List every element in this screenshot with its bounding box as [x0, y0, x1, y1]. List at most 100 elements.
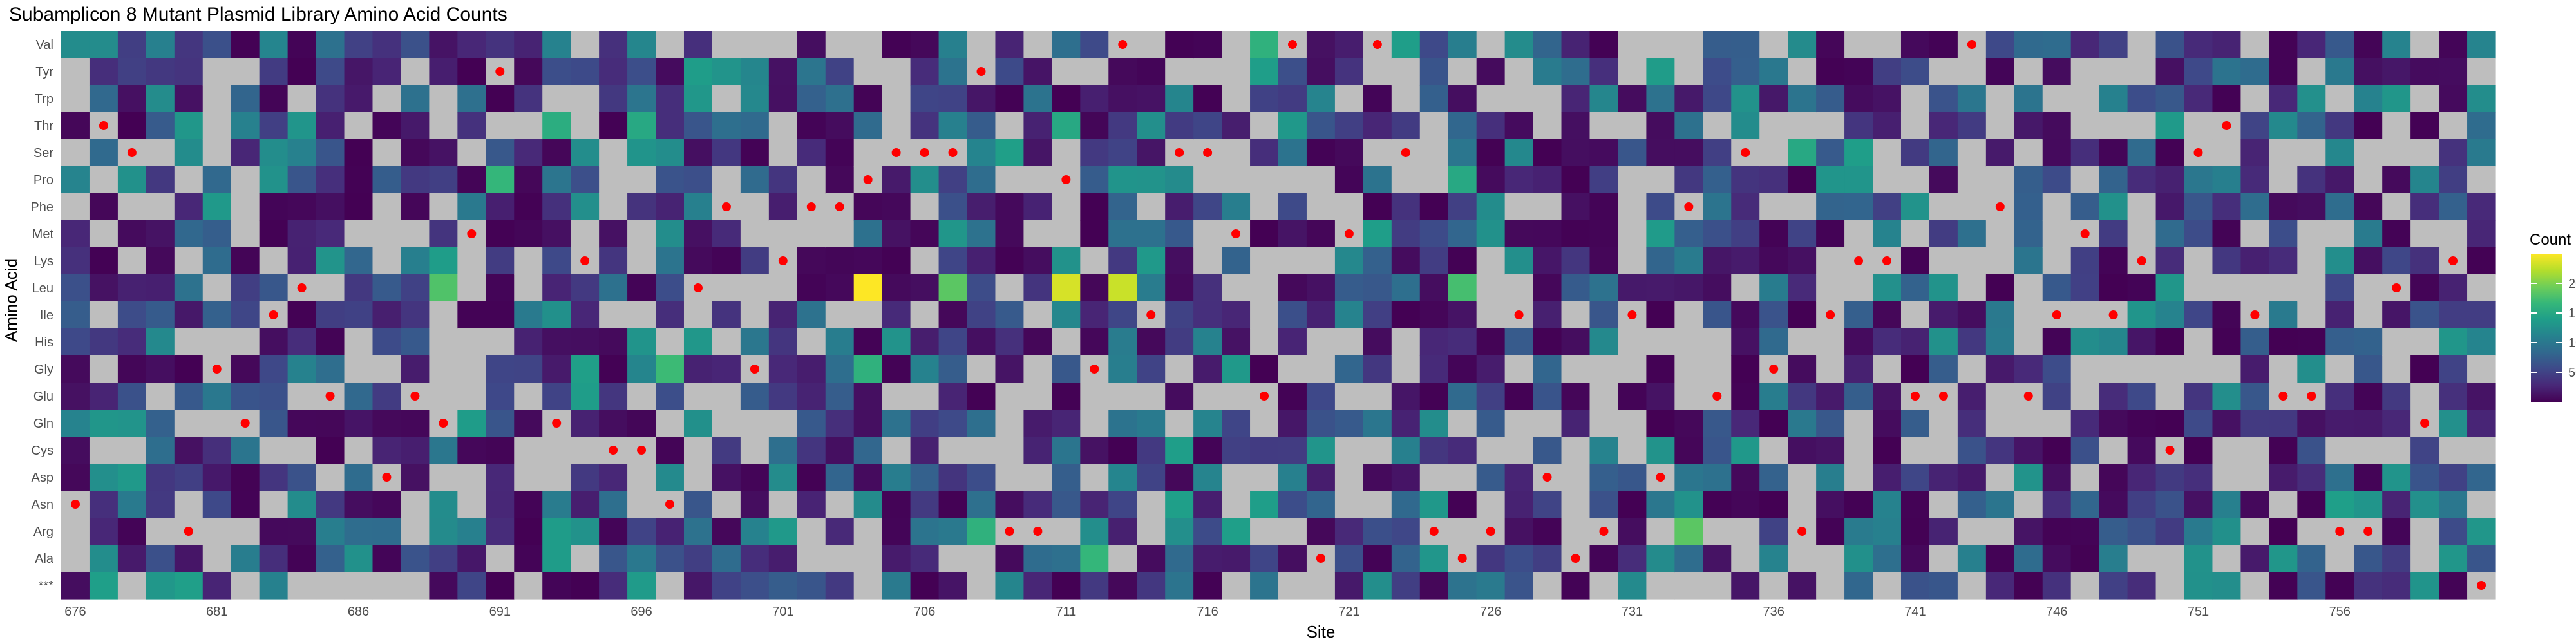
heatmap-cell: [231, 220, 260, 248]
heatmap-cell: [1957, 328, 1987, 356]
heatmap-cell: [599, 355, 628, 383]
heatmap-cell: [2467, 193, 2496, 221]
heatmap-cell: [117, 491, 147, 518]
heatmap-cell: [2382, 518, 2411, 545]
heatmap-cell: [1052, 355, 1081, 383]
heatmap-cell: [1193, 355, 1222, 383]
heatmap-cell: [2070, 410, 2100, 437]
heatmap-cell: [656, 274, 685, 302]
heatmap-cell: [938, 355, 968, 383]
heatmap-cell: [401, 464, 430, 491]
heatmap-cell: [1504, 58, 1534, 86]
heatmap-cell: [995, 383, 1025, 410]
heatmap-cell: [1052, 58, 1081, 86]
heatmap-cell: [2410, 545, 2439, 573]
heatmap-cell: [2042, 139, 2072, 167]
heatmap-cell: [1561, 383, 1591, 410]
heatmap-cell: [372, 166, 402, 194]
heatmap-cell: [1985, 383, 2015, 410]
heatmap-cell: [1448, 410, 1477, 437]
heatmap-cell: [287, 572, 317, 600]
wildtype-marker: [2250, 310, 2260, 319]
heatmap-cell: [1476, 247, 1506, 275]
heatmap-cell: [457, 58, 486, 86]
heatmap-cell: [1844, 572, 1873, 600]
heatmap-cell: [740, 220, 770, 248]
heatmap-cell: [853, 85, 883, 113]
heatmap-cell: [797, 58, 826, 86]
heatmap-cell: [1844, 328, 1873, 356]
heatmap-cell: [2354, 139, 2383, 167]
heatmap-cell: [429, 58, 458, 86]
heatmap-cell: [1646, 139, 1675, 167]
heatmap-cell: [910, 58, 940, 86]
heatmap-cell: [882, 572, 911, 600]
heatmap-cell: [2354, 58, 2383, 86]
heatmap-cell: [797, 410, 826, 437]
heatmap-cell: [967, 139, 996, 167]
heatmap-cell: [1391, 328, 1421, 356]
heatmap-cell: [2325, 85, 2354, 113]
heatmap-cell: [344, 572, 374, 600]
wildtype-marker: [1712, 392, 1722, 401]
heatmap-cell: [486, 545, 515, 573]
heatmap-cell: [259, 410, 289, 437]
heatmap-cell: [1222, 545, 1251, 573]
heatmap-cell: [146, 518, 175, 545]
heatmap-cell: [429, 383, 458, 410]
heatmap-cell: [1561, 437, 1591, 464]
heatmap-cell: [1589, 355, 1619, 383]
heatmap-cell: [457, 545, 486, 573]
heatmap-cell: [1873, 193, 1902, 221]
heatmap-cell: [853, 31, 883, 59]
heatmap-cell: [146, 58, 175, 86]
heatmap-cell: [1137, 383, 1166, 410]
heatmap-cell: [853, 355, 883, 383]
heatmap-cell: [2070, 31, 2100, 59]
heatmap-cell: [287, 464, 317, 491]
heatmap-cell: [1306, 58, 1336, 86]
heatmap-cell: [2467, 139, 2496, 167]
heatmap-cell: [174, 58, 204, 86]
heatmap-cell: [401, 410, 430, 437]
heatmap-cell: [910, 112, 940, 140]
heatmap-cell: [683, 410, 713, 437]
heatmap-cell: [2070, 166, 2100, 194]
heatmap-cell: [1278, 545, 1307, 573]
heatmap-cell: [2269, 545, 2298, 573]
heatmap-cell: [910, 328, 940, 356]
heatmap-cell: [344, 31, 374, 59]
heatmap-cell: [1985, 464, 2015, 491]
heatmap-cell: [1023, 193, 1052, 221]
heatmap-cell: [401, 491, 430, 518]
heatmap-cell: [797, 464, 826, 491]
heatmap-cell: [1108, 437, 1137, 464]
heatmap-cell: [1561, 410, 1591, 437]
heatmap-cell: [1334, 328, 1364, 356]
heatmap-cell: [2439, 464, 2468, 491]
heatmap-cell: [202, 220, 232, 248]
heatmap-cell: [401, 274, 430, 302]
heatmap-cell: [2184, 464, 2213, 491]
heatmap-cell: [1165, 247, 1194, 275]
heatmap-cell: [146, 328, 175, 356]
heatmap-cell: [61, 274, 90, 302]
heatmap-cell: [372, 85, 402, 113]
heatmap-cell: [1250, 139, 1279, 167]
heatmap-cell: [2014, 166, 2043, 194]
heatmap-cell: [401, 139, 430, 167]
heatmap-cell: [2269, 518, 2298, 545]
heatmap-cell: [1504, 410, 1534, 437]
heatmap-cell: [117, 328, 147, 356]
heatmap-cell: [514, 58, 543, 86]
heatmap-cell: [1137, 112, 1166, 140]
wildtype-marker: [2052, 310, 2061, 319]
heatmap-cell: [2212, 545, 2242, 573]
heatmap-cell: [372, 274, 402, 302]
heatmap-cell: [117, 355, 147, 383]
heatmap-cell: [2382, 166, 2411, 194]
heatmap-cell: [146, 301, 175, 329]
heatmap-cell: [1334, 139, 1364, 167]
heatmap-cell: [1108, 572, 1137, 600]
wildtype-markers: [70, 40, 2486, 590]
